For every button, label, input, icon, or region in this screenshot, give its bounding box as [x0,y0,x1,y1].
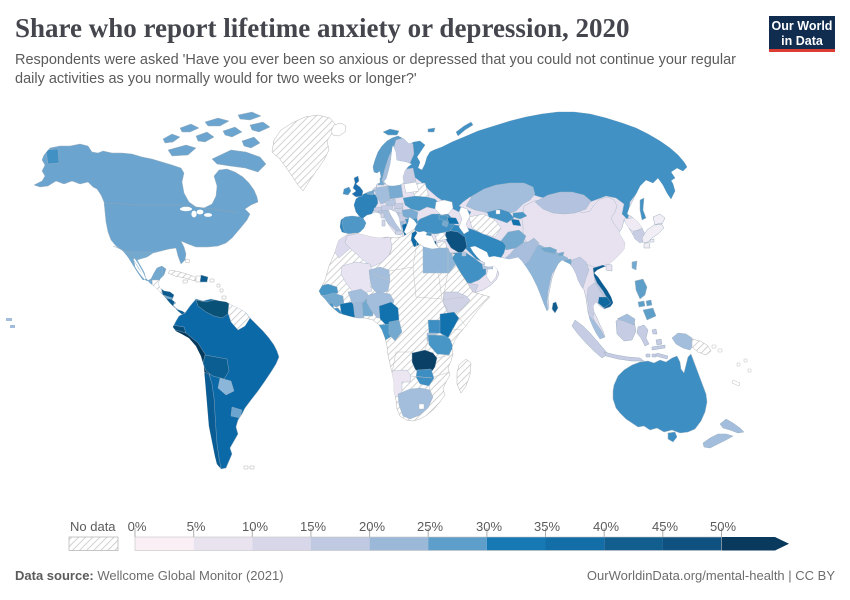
svg-text:30%: 30% [476,519,502,534]
svg-text:15%: 15% [300,519,326,534]
svg-text:50%: 50% [710,519,736,534]
svg-text:0%: 0% [128,519,147,534]
svg-text:10%: 10% [242,519,268,534]
svg-text:20%: 20% [359,519,385,534]
svg-text:40%: 40% [593,519,619,534]
svg-text:5%: 5% [187,519,206,534]
svg-text:35%: 35% [534,519,560,534]
svg-text:25%: 25% [417,519,443,534]
svg-text:45%: 45% [652,519,678,534]
svg-text:No data: No data [70,519,116,534]
